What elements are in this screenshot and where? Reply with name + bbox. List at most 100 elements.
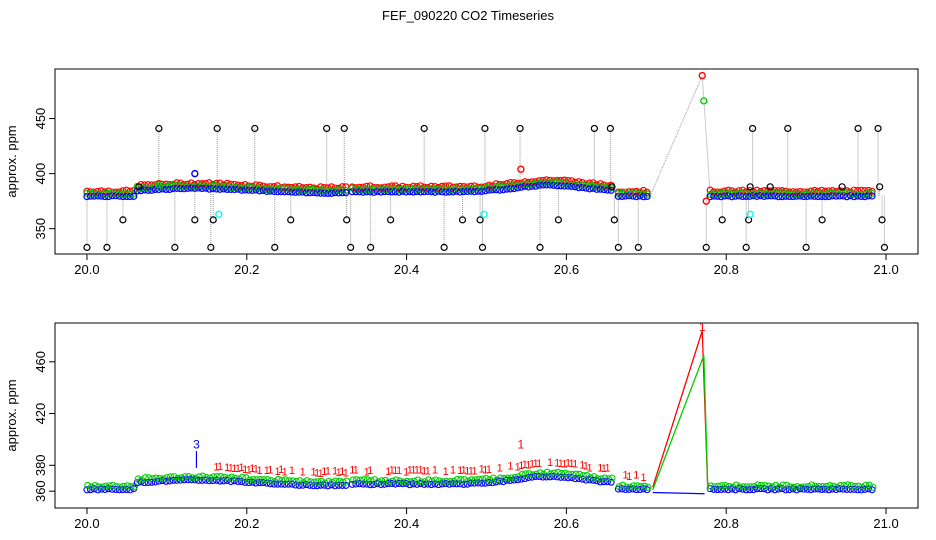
spike-line — [652, 355, 709, 492]
data-point-black — [478, 243, 487, 251]
data-point — [359, 186, 367, 194]
chart-panel-1: 20.0 20.2 20.4 20.6 20.8 21.0 350 400 450 approx.… — [4, 68, 919, 277]
red-symbol: 1 — [558, 458, 564, 470]
data-point — [803, 192, 811, 200]
data-point — [338, 481, 346, 489]
x-tick-label: 20.4 — [394, 262, 419, 277]
data-point — [557, 473, 565, 481]
data-point — [94, 192, 102, 200]
data-point — [86, 192, 95, 200]
red-symbol: 1 — [217, 461, 223, 473]
red-symbol: 1 — [349, 465, 355, 477]
data-point — [499, 478, 507, 486]
data-point — [521, 178, 529, 186]
data-point — [158, 180, 167, 188]
data-point — [618, 192, 626, 201]
x-tick-label: 20.8 — [714, 262, 739, 277]
red-symbol: 1 — [572, 459, 578, 471]
data-point — [492, 182, 500, 191]
red-symbol: 1 — [547, 457, 553, 469]
data-point — [568, 473, 576, 482]
data-point-peak — [700, 97, 708, 105]
data-point — [868, 189, 876, 197]
red-symbol: 1 — [321, 466, 327, 478]
data-point — [148, 478, 156, 486]
red-symbol: 1 — [407, 465, 413, 477]
red-symbol: 1 — [339, 466, 345, 478]
y-tick-label: 420 — [33, 403, 48, 425]
red-symbol: 1 — [367, 465, 373, 477]
data-point — [463, 187, 471, 196]
data-point-black — [838, 183, 846, 191]
data-point — [739, 188, 747, 197]
data-point-black — [802, 243, 810, 251]
data-point — [506, 185, 515, 193]
data-point — [578, 475, 586, 483]
data-point — [212, 185, 221, 193]
data-point — [104, 192, 113, 201]
data-point — [216, 183, 224, 191]
red-symbol: 1 — [282, 467, 288, 479]
data-point — [216, 477, 224, 485]
data-point — [524, 180, 533, 188]
data-point-peak — [480, 210, 488, 219]
data-point — [205, 182, 213, 190]
data-point-black — [880, 243, 889, 251]
red-symbol: 1 — [633, 469, 639, 481]
annotation-label: 1 — [699, 320, 706, 334]
data-point-black — [213, 124, 221, 133]
data-point — [789, 190, 797, 198]
data-point — [384, 186, 392, 194]
data-point — [130, 192, 138, 200]
data-point — [470, 479, 479, 487]
data-point — [717, 193, 725, 201]
data-point — [402, 183, 410, 191]
red-symbol: 1 — [213, 461, 219, 473]
data-point — [263, 187, 271, 195]
data-point — [632, 193, 640, 201]
data-point — [553, 178, 561, 186]
red-symbol: 1 — [242, 464, 248, 476]
data-point — [796, 192, 804, 200]
y-tick-label: 380 — [33, 454, 48, 476]
data-point-black — [614, 243, 622, 251]
red-symbol: 1 — [300, 466, 306, 478]
data-point — [503, 185, 511, 193]
x-tick-label: 20.6 — [554, 516, 579, 531]
red-symbol: 1 — [579, 459, 585, 471]
red-symbol: 1 — [267, 464, 273, 476]
data-point — [857, 190, 865, 198]
data-point — [355, 188, 364, 196]
data-point — [391, 188, 400, 196]
red-symbol: 1 — [389, 464, 395, 476]
data-point-black — [784, 124, 792, 133]
data-point — [608, 474, 616, 482]
data-point — [216, 185, 224, 193]
data-point — [363, 188, 371, 196]
data-point — [596, 478, 604, 486]
data-point — [578, 178, 586, 187]
data-point — [589, 476, 597, 484]
data-point-black — [207, 243, 215, 251]
data-point — [839, 485, 847, 493]
data-point — [445, 188, 453, 196]
data-point — [771, 189, 779, 197]
data-point — [277, 480, 285, 488]
data-point-black — [440, 243, 448, 251]
data-point — [398, 187, 407, 195]
data-point — [460, 480, 468, 488]
data-point — [800, 190, 808, 198]
data-point — [363, 480, 371, 488]
data-point — [90, 192, 98, 200]
data-point — [223, 181, 231, 190]
data-point — [582, 180, 590, 189]
data-point-black — [481, 124, 489, 133]
data-point — [90, 485, 98, 493]
data-point — [749, 486, 757, 494]
red-symbol: 1 — [264, 465, 270, 477]
data-point — [331, 184, 339, 192]
red-symbol: 1 — [332, 466, 338, 478]
data-point — [406, 481, 414, 489]
red-symbol: 1 — [235, 463, 241, 475]
